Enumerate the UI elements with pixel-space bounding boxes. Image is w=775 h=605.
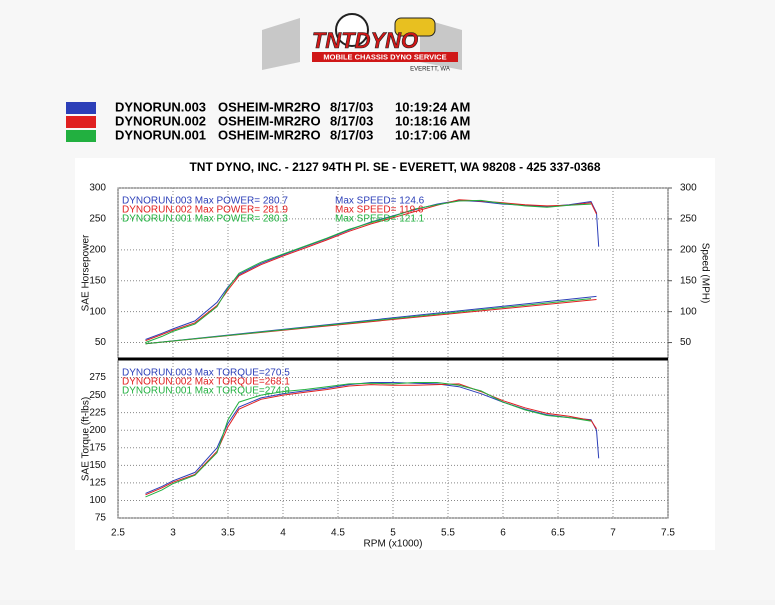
legend-swatch bbox=[66, 102, 96, 114]
x-tick-label: 5 bbox=[390, 528, 396, 539]
legend-vehicle: OSHEIM-MR2RO bbox=[218, 99, 321, 114]
series-annotation: Max SPEED= 121.1 bbox=[335, 214, 425, 225]
legend-vehicle: OSHEIM-MR2RO bbox=[218, 127, 321, 142]
x-tick-label: 3 bbox=[170, 528, 176, 539]
legend-vehicle: OSHEIM-MR2RO bbox=[218, 113, 321, 128]
logo-brand: TNTDYNO bbox=[312, 28, 418, 53]
series-line bbox=[145, 298, 592, 345]
series-annotation: DYNORUN.003 Max POWER= 280.7 bbox=[122, 196, 288, 207]
y-axis-label: SAE Horsepower bbox=[81, 234, 92, 311]
y2-tick-label: 300 bbox=[680, 183, 697, 194]
series-annotation: DYNORUN.001 Max TORQUE=274.9 bbox=[122, 386, 290, 397]
legend-run: DYNORUN.001 bbox=[115, 127, 206, 142]
gauge bbox=[335, 13, 369, 47]
series-annotation: Max SPEED= 124.6 bbox=[335, 196, 425, 207]
x-tick-label: 7 bbox=[610, 528, 616, 539]
legend-run: DYNORUN.003 bbox=[115, 99, 206, 114]
x-tick-label: 6 bbox=[500, 528, 506, 539]
y-tick-label: 275 bbox=[89, 372, 106, 383]
series-annotation: DYNORUN.002 Max TORQUE=268.1 bbox=[122, 377, 290, 388]
y-tick-label: 125 bbox=[89, 478, 106, 489]
y2-tick-label: 150 bbox=[680, 275, 697, 286]
y-tick-label: 200 bbox=[89, 244, 106, 255]
legend-date: 8/17/03 bbox=[330, 99, 373, 114]
legend-time: 10:19:24 AM bbox=[395, 99, 470, 114]
series-line bbox=[145, 382, 600, 494]
legend-date: 8/17/03 bbox=[330, 113, 373, 128]
logo-tagline: MOBILE CHASSIS DYNO SERVICE bbox=[323, 52, 446, 61]
x-tick-label: 4 bbox=[280, 528, 286, 539]
y2-tick-label: 100 bbox=[680, 306, 697, 317]
y-tick-label: 250 bbox=[89, 214, 106, 225]
x-axis-label: RPM (x1000) bbox=[364, 539, 423, 550]
series-line bbox=[145, 199, 600, 340]
legend-run: DYNORUN.002 bbox=[115, 113, 206, 128]
x-tick-label: 4.5 bbox=[331, 528, 345, 539]
logo: TNTDYNO MOBILE CHASSIS DYNO SERVICE EVER… bbox=[262, 13, 462, 73]
series-annotation: Max SPEED= 119.6 bbox=[335, 205, 424, 216]
y-tick-label: 100 bbox=[89, 306, 106, 317]
series-annotation: DYNORUN.002 Max POWER= 281.9 bbox=[122, 205, 288, 216]
y-tick-label: 75 bbox=[95, 513, 107, 524]
y2-tick-label: 50 bbox=[680, 337, 692, 348]
series-annotation: DYNORUN.003 Max TORQUE=270.5 bbox=[122, 368, 290, 379]
series-annotation: DYNORUN.001 Max POWER= 280.3 bbox=[122, 214, 288, 225]
chart-title: TNT DYNO, INC. - 2127 94TH Pl. SE - EVER… bbox=[189, 160, 600, 174]
legend-date: 8/17/03 bbox=[330, 127, 373, 142]
x-tick-label: 7.5 bbox=[661, 528, 675, 539]
y-tick-label: 250 bbox=[89, 390, 106, 401]
y2-tick-label: 200 bbox=[680, 244, 697, 255]
logo-place: EVERETT, WA bbox=[410, 67, 450, 73]
x-tick-label: 5.5 bbox=[441, 528, 455, 539]
chart-box bbox=[75, 158, 715, 550]
plots: 50 100 150 200 250 300 50 100 150 200 250 300 SAE Ho… bbox=[81, 183, 711, 550]
y-tick-label: 50 bbox=[95, 337, 107, 348]
y2-tick-label: 250 bbox=[680, 214, 697, 225]
flag bbox=[262, 18, 300, 70]
y2-axis-label: Speed (MPH) bbox=[699, 243, 710, 304]
y-tick-label: 175 bbox=[89, 442, 106, 453]
car bbox=[394, 17, 436, 37]
series-line bbox=[145, 382, 592, 498]
x-tick-label: 3.5 bbox=[221, 528, 235, 539]
y-axis-label: SAE Torque (ft-lbs) bbox=[81, 397, 92, 481]
y-tick-label: 225 bbox=[89, 407, 106, 418]
x-tick-label: 6.5 bbox=[551, 528, 565, 539]
series-line bbox=[145, 383, 597, 496]
series-line bbox=[145, 199, 592, 343]
y-tick-label: 150 bbox=[89, 460, 106, 471]
y-tick-label: 300 bbox=[89, 183, 106, 194]
series-line bbox=[145, 199, 597, 342]
y-tick-label: 100 bbox=[89, 495, 106, 506]
y-tick-label: 150 bbox=[89, 275, 106, 286]
y-tick-label: 200 bbox=[89, 425, 106, 436]
logo-band bbox=[312, 52, 458, 62]
legend-time: 10:17:06 AM bbox=[395, 127, 470, 142]
legend-time: 10:18:16 AM bbox=[395, 113, 470, 128]
x-tick-label: 2.5 bbox=[111, 528, 125, 539]
legend: DYNORUN.003 OSHEIM-MR2RO 8/17/03 10:19:24 A… bbox=[66, 99, 470, 142]
legend-swatch bbox=[66, 130, 96, 142]
legend-swatch bbox=[66, 116, 96, 128]
